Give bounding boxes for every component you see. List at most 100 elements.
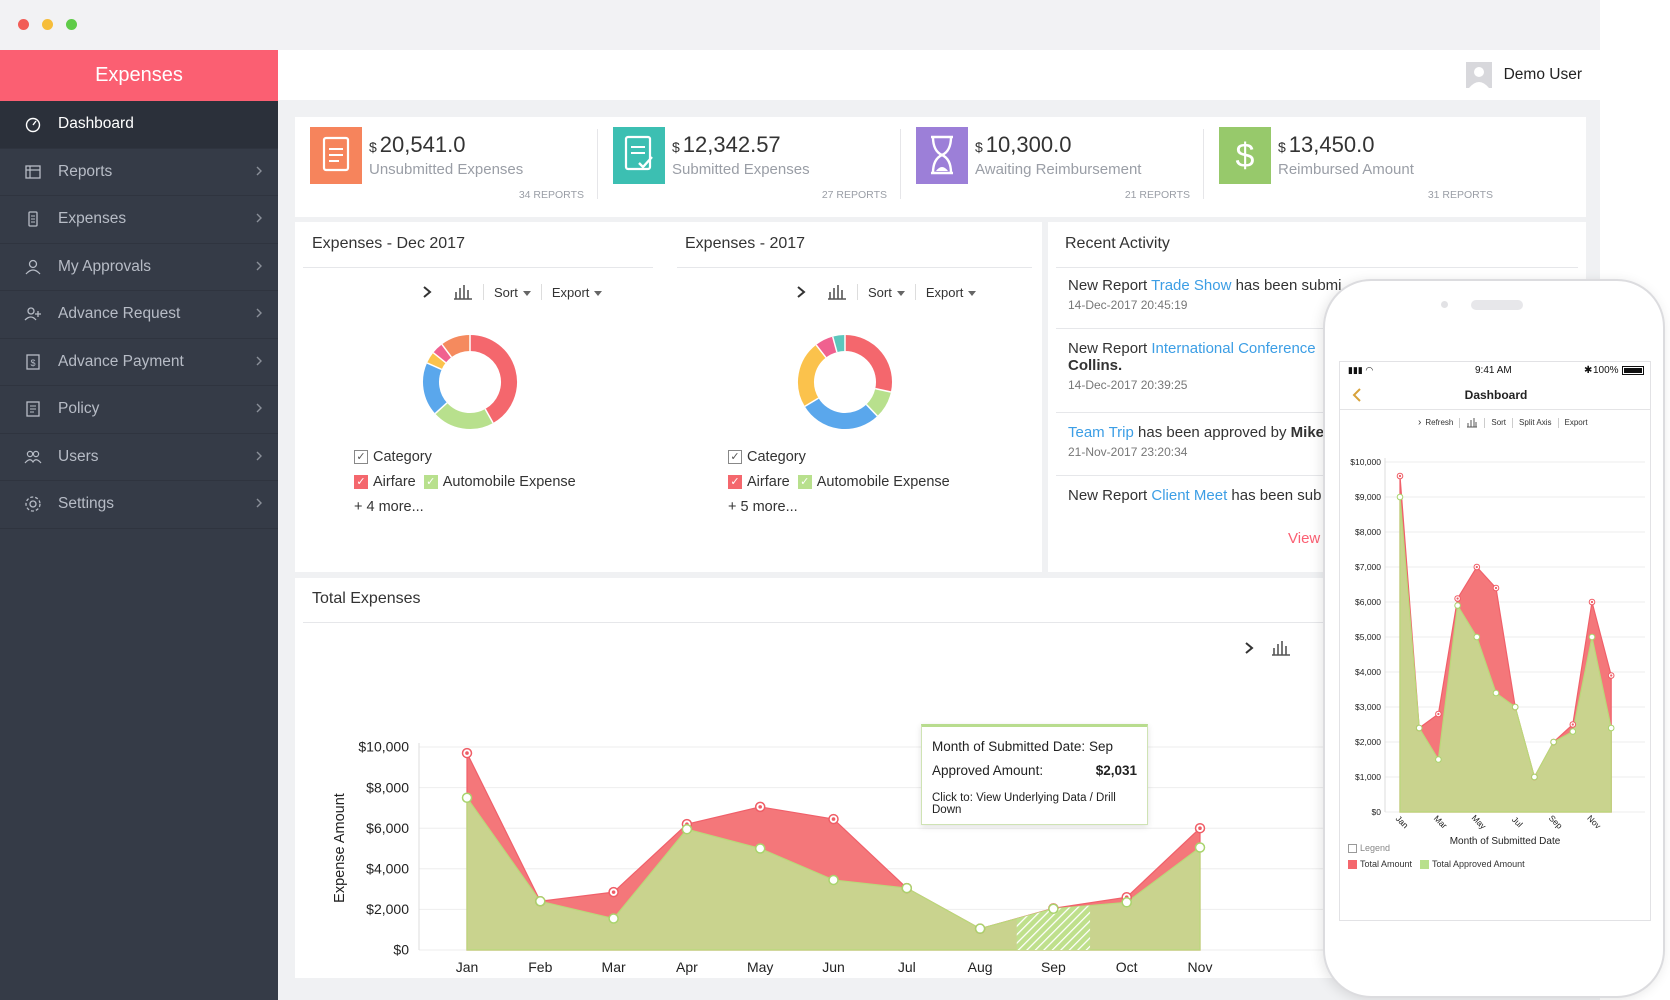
advance-request-icon xyxy=(24,305,42,323)
donut-slice[interactable] xyxy=(866,388,891,417)
total-expenses-chart[interactable]: $0 $2,000 $4,000 $6,000 $8,000 $10,000 Jan Feb M… xyxy=(295,578,1586,978)
stat-report-count[interactable]: 34 REPORTS xyxy=(518,189,584,201)
bar-chart-icon[interactable] xyxy=(1466,417,1478,428)
data-point[interactable] xyxy=(1121,897,1132,908)
legend-more-link[interactable]: + 4 more... xyxy=(354,498,424,515)
activity-link[interactable]: Client Meet xyxy=(1151,487,1228,504)
donut-dec-title: Expenses - Dec 2017 xyxy=(312,235,465,252)
checkbox-icon[interactable]: ✓ xyxy=(354,474,368,489)
data-point[interactable] xyxy=(461,792,473,803)
sidebar-item-advance-payment[interactable]: $ Advance Payment xyxy=(0,339,278,386)
sidebar-item-users[interactable]: Users xyxy=(0,434,278,481)
sidebar-item-advance-request[interactable]: Advance Request xyxy=(0,291,278,339)
user-menu[interactable]: Demo User xyxy=(1465,62,1582,88)
checkbox-icon[interactable]: ✓ xyxy=(728,449,742,464)
data-point[interactable] xyxy=(1569,728,1577,735)
sidebar-item-expenses[interactable]: Expenses xyxy=(0,196,278,244)
data-point[interactable] xyxy=(535,896,546,907)
sidebar-item-reports[interactable]: Reports xyxy=(0,149,278,196)
close-window-button[interactable] xyxy=(18,19,29,30)
legend-item: Automobile Expense xyxy=(816,473,950,490)
summary-card[interactable]: $10,300.0 Awaiting Reimbursement 21 REPORT… xyxy=(916,117,1206,217)
bar-chart-icon[interactable] xyxy=(827,284,847,300)
minimize-window-button[interactable] xyxy=(42,19,53,30)
donut-slice[interactable] xyxy=(816,336,838,358)
donut-slice[interactable] xyxy=(832,335,846,353)
activity-link[interactable]: Team Trip xyxy=(1068,424,1134,441)
data-point[interactable] xyxy=(754,843,766,854)
checkbox-icon[interactable]: ✓ xyxy=(797,474,812,489)
bar-chart-icon[interactable] xyxy=(453,284,473,300)
sort-button[interactable]: Sort xyxy=(494,285,531,300)
data-point[interactable] xyxy=(1048,903,1059,915)
checkbox-icon[interactable]: ✓ xyxy=(728,474,742,489)
donut-slice[interactable] xyxy=(441,335,471,358)
data-point[interactable] xyxy=(828,874,839,886)
checkbox-icon[interactable]: ✓ xyxy=(354,449,368,464)
summary-card[interactable]: $ $13,450.0 Reimbursed Amount 31 REPORTS xyxy=(1219,117,1509,217)
stat-report-count[interactable]: 31 REPORTS xyxy=(1427,189,1493,201)
activity-link[interactable]: International Conference xyxy=(1151,340,1316,357)
data-point[interactable] xyxy=(974,923,986,934)
stat-report-count[interactable]: 27 REPORTS xyxy=(821,189,887,201)
data-point[interactable] xyxy=(1435,756,1442,763)
sidebar-item-settings[interactable]: Settings xyxy=(0,481,278,529)
data-point[interactable] xyxy=(1550,738,1557,746)
activity-link[interactable]: Trade Show xyxy=(1151,277,1232,294)
export-button[interactable]: Export xyxy=(552,285,603,300)
data-point[interactable] xyxy=(1531,773,1538,781)
split-axis-button[interactable]: Split Axis xyxy=(1519,418,1552,427)
chevron-right-icon[interactable]: › xyxy=(1418,417,1422,428)
donut-slice[interactable] xyxy=(798,344,827,407)
y-tick-label: $4,000 xyxy=(366,860,409,876)
user-name: Demo User xyxy=(1503,66,1582,83)
data-point[interactable] xyxy=(1511,703,1519,711)
stat-report-count[interactable]: 21 REPORTS xyxy=(1124,189,1190,201)
donut-dec-chart[interactable] xyxy=(420,332,520,432)
sidebar-item-policy[interactable]: Policy xyxy=(0,386,278,434)
maximize-window-button[interactable] xyxy=(66,19,77,30)
sort-button[interactable]: Sort xyxy=(868,285,905,300)
checkbox-icon[interactable]: ✓ xyxy=(423,474,438,489)
data-point[interactable] xyxy=(1492,689,1500,697)
donut-year-chart[interactable] xyxy=(795,332,895,432)
donut-slice[interactable] xyxy=(433,344,452,363)
phone-area-chart[interactable]: $0 $1,000 $2,000 $3,000 $4,000 $5,000 $6,000 $7… xyxy=(1340,362,1651,921)
phone-speaker xyxy=(1471,300,1523,310)
divider xyxy=(1056,267,1578,268)
x-tick-label: Aug xyxy=(968,959,993,975)
data-point[interactable] xyxy=(1415,724,1423,732)
sort-button[interactable]: Sort xyxy=(1491,418,1507,427)
export-button[interactable]: Export xyxy=(926,285,977,300)
chevron-right-icon[interactable] xyxy=(1243,641,1255,655)
data-point[interactable] xyxy=(681,823,693,835)
data-point[interactable] xyxy=(901,882,913,894)
refresh-button[interactable]: Refresh xyxy=(1425,418,1454,427)
donut-slice[interactable] xyxy=(435,402,494,429)
donut-slice[interactable] xyxy=(427,352,446,370)
donut-slice[interactable] xyxy=(423,362,448,414)
bar-chart-icon[interactable] xyxy=(1271,640,1291,656)
highlighted-area[interactable] xyxy=(1016,905,1091,950)
view-all-link[interactable]: View xyxy=(1288,530,1321,547)
donut-slice[interactable] xyxy=(844,335,892,393)
legend-more-link[interactable]: + 5 more... xyxy=(728,498,798,515)
donut-slice[interactable] xyxy=(469,335,517,423)
data-point[interactable] xyxy=(1473,633,1481,641)
data-point[interactable] xyxy=(1194,842,1206,853)
export-button[interactable]: Export xyxy=(1564,418,1588,427)
chevron-right-icon[interactable] xyxy=(795,285,807,299)
data-point[interactable] xyxy=(608,913,619,924)
donut-slice[interactable] xyxy=(804,397,878,429)
data-point[interactable] xyxy=(1607,724,1615,732)
back-arrow-icon[interactable] xyxy=(1352,388,1362,402)
sidebar-item-my-approvals[interactable]: My Approvals xyxy=(0,244,278,291)
data-point[interactable] xyxy=(1396,493,1404,501)
summary-card[interactable]: $20,541.0 Unsubmitted Expenses 34 REPORTS xyxy=(310,117,600,217)
data-point[interactable] xyxy=(1454,602,1461,609)
area-series-approved[interactable] xyxy=(466,795,1201,951)
sidebar-item-dashboard[interactable]: Dashboard xyxy=(0,101,278,149)
data-point[interactable] xyxy=(1588,633,1596,641)
summary-card[interactable]: $12,342.57 Submitted Expenses 27 REPORTS xyxy=(613,117,903,217)
chevron-right-icon[interactable] xyxy=(421,285,433,299)
